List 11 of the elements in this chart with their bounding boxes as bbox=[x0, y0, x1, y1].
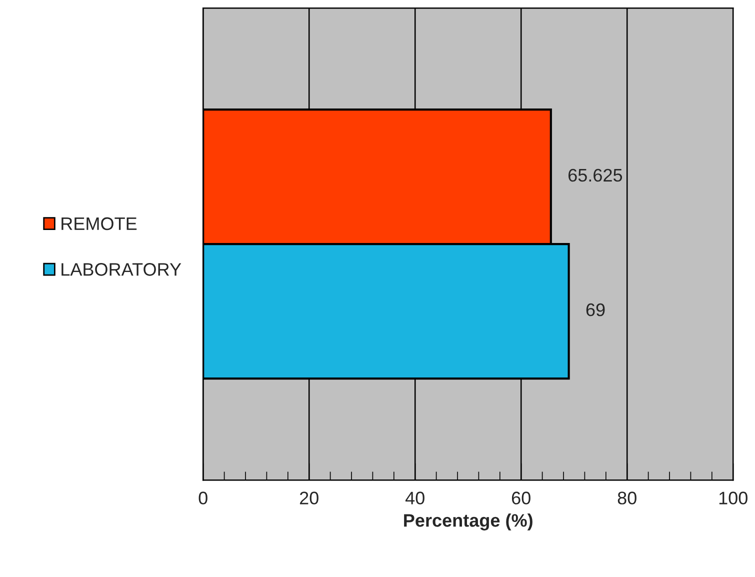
legend-label: REMOTE bbox=[62, 217, 137, 230]
x-tick-label: 20 bbox=[300, 492, 318, 504]
x-tick-label: 80 bbox=[618, 492, 636, 504]
x-tick-label: 0 bbox=[198, 492, 208, 504]
data-label: 69 bbox=[586, 303, 605, 316]
legend-label: LABORATORY bbox=[62, 263, 182, 276]
x-tick-label: 60 bbox=[512, 492, 530, 504]
data-label: 65.625 bbox=[568, 168, 622, 182]
x-axis-title: Percentage (%) bbox=[404, 514, 532, 530]
x-tick-label: 100 bbox=[719, 492, 748, 504]
x-tick-label: 40 bbox=[405, 492, 424, 504]
